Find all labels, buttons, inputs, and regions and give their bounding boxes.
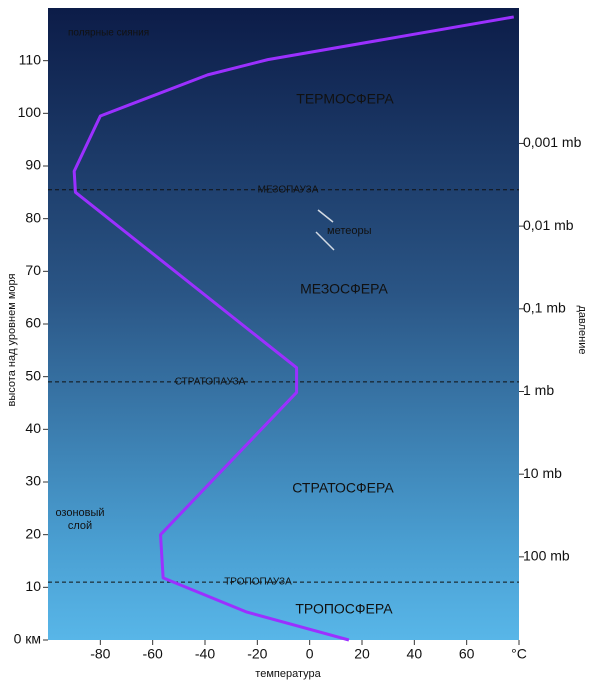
y2-tick-label: 100 mb bbox=[523, 548, 570, 564]
x-tick-label: -60 bbox=[143, 646, 163, 662]
y-tick-label: 70 bbox=[25, 262, 41, 278]
y-axis-label: высота над уровнем моря bbox=[6, 274, 18, 407]
temperature-line bbox=[72, 15, 515, 642]
y2-tick-label: 0,001 mb bbox=[523, 134, 582, 150]
y-tick-label: 80 bbox=[25, 209, 41, 225]
y-tick-label: 30 bbox=[25, 473, 41, 489]
y2-tick-label: 0,1 mb bbox=[523, 300, 566, 316]
meteor bbox=[317, 209, 334, 223]
x-tick-label: -40 bbox=[195, 646, 215, 662]
y2-axis-label: давление bbox=[576, 305, 588, 354]
boundary-label: ТРОПОПАУЗА bbox=[224, 577, 292, 588]
plot-background bbox=[48, 8, 519, 640]
layer-label: ТЕРМОСФЕРА bbox=[296, 91, 394, 107]
layer-label: МЕЗОСФЕРА bbox=[300, 281, 388, 297]
y-tick-label: 40 bbox=[25, 420, 41, 436]
y-tick-label: 90 bbox=[25, 157, 41, 173]
x-tick-label: -20 bbox=[247, 646, 267, 662]
annotation: озоновый bbox=[55, 507, 104, 519]
x-tick-label: 20 bbox=[354, 646, 370, 662]
y2-tick-label: 10 mb bbox=[523, 465, 562, 481]
y2-tick-label: 1 mb bbox=[523, 382, 554, 398]
y-tick-label: 60 bbox=[25, 315, 41, 331]
layer-label: ТРОПОСФЕРА bbox=[295, 601, 393, 617]
annotation: полярные сияния bbox=[68, 28, 149, 39]
y-tick-label: 50 bbox=[25, 367, 41, 383]
x-tick-label: -80 bbox=[90, 646, 110, 662]
annotation: слой bbox=[68, 520, 92, 532]
y2-tick-label: 0,01 mb bbox=[523, 217, 574, 233]
y-tick-label: 110 bbox=[19, 51, 42, 67]
y-tick-label: 10 bbox=[25, 578, 41, 594]
x-axis-label: температура bbox=[255, 668, 321, 680]
x-tick-label: °C bbox=[511, 646, 527, 662]
boundary-label: СТРАТОПАУЗА bbox=[175, 377, 246, 388]
x-tick-label: 40 bbox=[407, 646, 423, 662]
y-tick-label: 20 bbox=[25, 525, 41, 541]
boundary-label: МЕЗОПАУЗА bbox=[258, 184, 319, 195]
x-tick-label: 0 bbox=[306, 646, 314, 662]
meteor bbox=[315, 231, 335, 251]
y-tick-label: 0 км bbox=[14, 631, 41, 647]
annotation: метеоры bbox=[327, 225, 372, 237]
x-tick-label: 60 bbox=[459, 646, 475, 662]
layer-label: СТРАТОСФЕРА bbox=[292, 480, 394, 496]
y-tick-label: 100 bbox=[18, 104, 42, 120]
